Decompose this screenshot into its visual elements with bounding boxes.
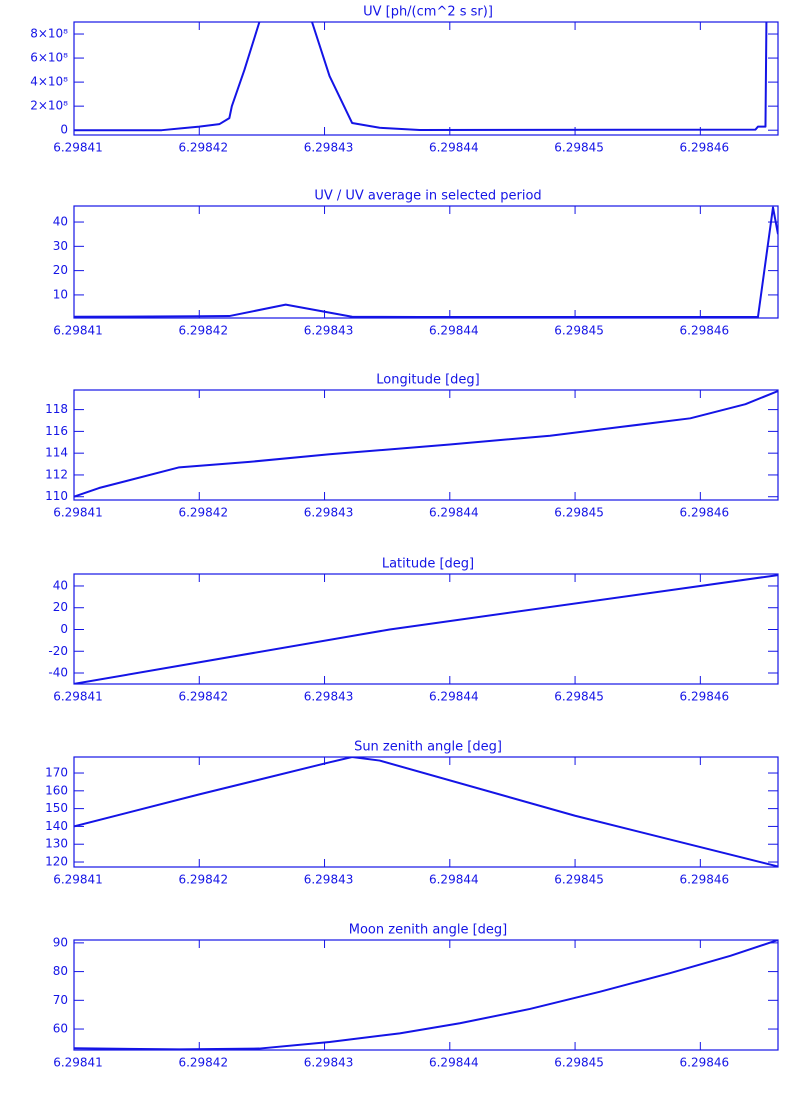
x-tick-label: 6.29841 bbox=[53, 690, 103, 704]
data-line bbox=[74, 574, 778, 684]
y-tick-label: -40 bbox=[48, 666, 68, 680]
y-tick-label: 90 bbox=[53, 935, 68, 949]
chart-title: Longitude [deg] bbox=[376, 373, 479, 388]
y-tick-label: 110 bbox=[45, 489, 68, 503]
x-tick-label: 6.29844 bbox=[429, 324, 479, 338]
x-tick-label: 6.29844 bbox=[429, 1056, 479, 1070]
y-tick-label: 0 bbox=[60, 622, 68, 636]
y-tick-label: 112 bbox=[45, 467, 68, 481]
x-tick-label: 6.29842 bbox=[178, 324, 228, 338]
y-tick-label: 114 bbox=[45, 446, 68, 460]
x-tick-label: 6.29842 bbox=[178, 690, 228, 704]
y-tick-label: 8×10⁸ bbox=[30, 27, 68, 41]
chart-title: Sun zenith angle [deg] bbox=[354, 740, 502, 755]
x-tick-label: 6.29845 bbox=[554, 141, 604, 155]
x-tick-label: 6.29843 bbox=[304, 690, 354, 704]
chart-title: UV / UV average in selected period bbox=[314, 189, 541, 204]
panel: Moon zenith angle [deg] 6.29841 6.29842 6.2… bbox=[53, 923, 779, 1070]
x-tick-label: 6.29844 bbox=[429, 690, 479, 704]
x-tick-label: 6.29842 bbox=[178, 141, 228, 155]
x-tick-label: 6.29845 bbox=[554, 690, 604, 704]
x-tick-label: 6.29846 bbox=[680, 506, 730, 520]
y-tick-label: 30 bbox=[53, 239, 68, 253]
y-tick-label: 40 bbox=[53, 215, 68, 229]
y-tick-label: 160 bbox=[45, 783, 68, 797]
x-tick-label: 6.29844 bbox=[429, 506, 479, 520]
y-tick-label: 150 bbox=[45, 801, 68, 815]
x-tick-label: 6.29841 bbox=[53, 873, 103, 887]
x-tick-label: 6.29843 bbox=[304, 506, 354, 520]
y-tick-label: 118 bbox=[45, 402, 68, 416]
x-tick-label: 6.29841 bbox=[53, 324, 103, 338]
y-tick-label: 116 bbox=[45, 424, 68, 438]
x-tick-label: 6.29846 bbox=[680, 690, 730, 704]
y-tick-label: -20 bbox=[48, 644, 68, 658]
y-tick-label: 2×10⁸ bbox=[30, 99, 68, 113]
x-tick-label: 6.29841 bbox=[53, 1056, 103, 1070]
data-line bbox=[74, 22, 768, 132]
x-tick-label: 6.29843 bbox=[304, 873, 354, 887]
y-tick-label: 4×10⁸ bbox=[30, 75, 68, 89]
y-tick-label: 20 bbox=[53, 263, 68, 277]
x-tick-label: 6.29846 bbox=[680, 1056, 730, 1070]
x-tick-label: 6.29843 bbox=[304, 324, 354, 338]
x-tick-label: 6.29846 bbox=[680, 873, 730, 887]
plot-frame bbox=[73, 756, 779, 868]
x-tick-label: 6.29845 bbox=[554, 506, 604, 520]
x-tick-label: 6.29845 bbox=[554, 873, 604, 887]
chart-title: Latitude [deg] bbox=[382, 557, 474, 572]
panel: UV [ph/(cm^2 s sr)] 6.29841 6.29842 6.29843… bbox=[30, 5, 779, 155]
x-tick-label: 6.29843 bbox=[304, 1056, 354, 1070]
data-line bbox=[74, 206, 778, 318]
x-tick-label: 6.29842 bbox=[178, 1056, 228, 1070]
y-tick-label: 40 bbox=[53, 578, 68, 592]
y-tick-label: 10 bbox=[53, 287, 68, 301]
plot-frame bbox=[73, 939, 779, 1051]
data-line bbox=[74, 757, 778, 867]
y-tick-label: 70 bbox=[53, 993, 68, 1007]
plot-frame bbox=[73, 205, 779, 319]
data-line bbox=[74, 390, 778, 498]
x-tick-label: 6.29845 bbox=[554, 324, 604, 338]
y-tick-label: 60 bbox=[53, 1022, 68, 1036]
panel: Latitude [deg] 6.29841 6.29842 6.29843 6.298… bbox=[48, 557, 779, 704]
plot-frame bbox=[73, 573, 779, 685]
y-tick-label: 130 bbox=[45, 837, 68, 851]
y-tick-label: 170 bbox=[45, 766, 68, 780]
panel: Sun zenith angle [deg] 6.29841 6.29842 6.29… bbox=[45, 740, 779, 887]
y-tick-label: 80 bbox=[53, 964, 68, 978]
plot-frame bbox=[73, 21, 779, 136]
y-tick-label: 120 bbox=[45, 855, 68, 869]
data-line bbox=[74, 940, 778, 1050]
x-tick-label: 6.29845 bbox=[554, 1056, 604, 1070]
x-tick-label: 6.29844 bbox=[429, 873, 479, 887]
y-tick-label: 0 bbox=[60, 123, 68, 137]
plot-frame bbox=[73, 389, 779, 501]
y-tick-label: 6×10⁸ bbox=[30, 51, 68, 65]
chart-title: UV [ph/(cm^2 s sr)] bbox=[363, 5, 493, 20]
chart-title: Moon zenith angle [deg] bbox=[349, 923, 507, 938]
x-tick-label: 6.29842 bbox=[178, 873, 228, 887]
y-tick-label: 140 bbox=[45, 819, 68, 833]
x-tick-label: 6.29841 bbox=[53, 506, 103, 520]
x-tick-label: 6.29842 bbox=[178, 506, 228, 520]
y-tick-label: 20 bbox=[53, 600, 68, 614]
panel: UV / UV average in selected period 6.2984… bbox=[53, 189, 779, 338]
x-tick-label: 6.29846 bbox=[680, 141, 730, 155]
panel: Longitude [deg] 6.29841 6.29842 6.29843 6.29… bbox=[45, 373, 779, 520]
x-tick-label: 6.29844 bbox=[429, 141, 479, 155]
x-tick-label: 6.29846 bbox=[680, 324, 730, 338]
x-tick-label: 6.29841 bbox=[53, 141, 103, 155]
x-tick-label: 6.29843 bbox=[304, 141, 354, 155]
